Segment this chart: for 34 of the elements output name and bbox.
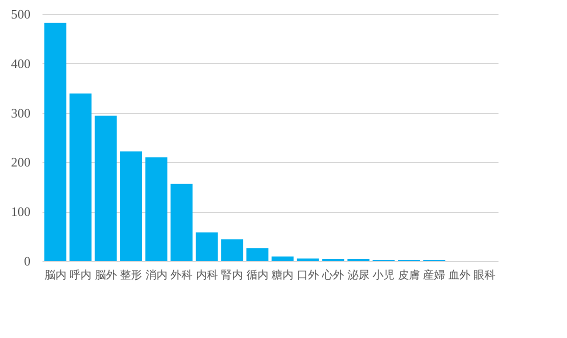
x-tick-label: 整形 xyxy=(120,268,142,282)
x-tick-label: 消内 xyxy=(145,268,168,282)
x-tick-label: 小児 xyxy=(372,268,395,282)
x-tick-label: 脳内 xyxy=(44,268,66,282)
x-tick-label: 口外 xyxy=(296,268,319,282)
bar xyxy=(246,248,268,261)
y-tick-label: 0 xyxy=(24,254,30,268)
x-tick-label: 血外 xyxy=(448,268,470,282)
bar xyxy=(145,157,168,261)
x-tick-label: 眼科 xyxy=(474,268,496,282)
y-tick-label: 100 xyxy=(11,204,30,220)
bar xyxy=(120,151,142,261)
bar xyxy=(70,94,92,261)
x-tick-label: 心外 xyxy=(321,268,344,282)
x-tick-label: 呼内 xyxy=(70,268,92,282)
x-tick-label: 外科 xyxy=(170,268,193,282)
y-tick-label: 300 xyxy=(11,105,30,120)
bar xyxy=(196,232,218,261)
bar xyxy=(272,256,294,261)
x-tick-label: 糖内 xyxy=(272,268,294,282)
x-tick-label: 腎内 xyxy=(221,268,244,282)
x-tick-label: 脳外 xyxy=(94,268,117,282)
x-tick-label: 泌尿 xyxy=(347,268,370,282)
bar xyxy=(44,22,66,261)
x-tick-label: 循内 xyxy=(246,268,268,282)
y-tick-label: 500 xyxy=(11,6,30,22)
x-tick-label: 皮膚 xyxy=(398,268,420,282)
bar xyxy=(221,239,244,261)
y-tick-label: 200 xyxy=(11,154,30,170)
bar xyxy=(170,184,193,261)
x-tick-label: 内科 xyxy=(196,268,218,282)
x-tick-label: 産婦 xyxy=(423,268,446,282)
y-tick-label: 400 xyxy=(11,56,30,71)
bar xyxy=(94,116,117,261)
